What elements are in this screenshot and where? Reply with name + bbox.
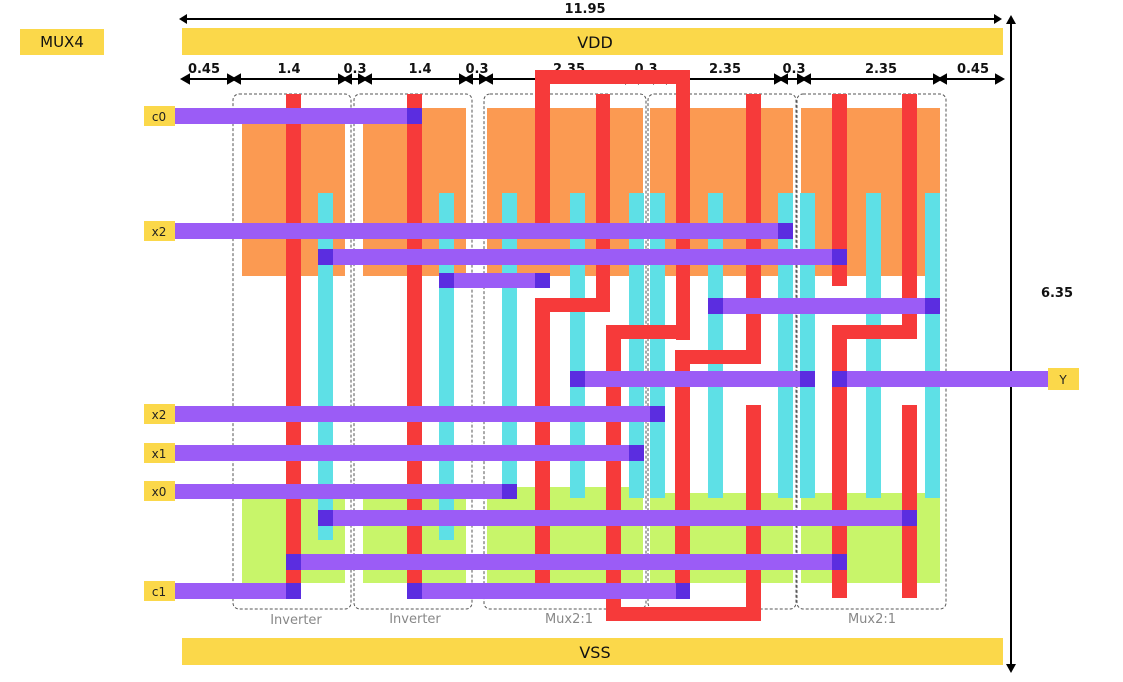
pin-x2-top	[144, 221, 175, 241]
pin-x1-label: x1	[152, 447, 167, 461]
pin-x0	[144, 481, 175, 501]
arrow-up-icon	[1006, 15, 1016, 24]
pin-c1	[144, 581, 175, 601]
segment-label-8: 2.35	[709, 62, 741, 77]
segment-label-1: 0.45	[188, 62, 220, 77]
vdd-rail	[182, 28, 1003, 55]
title-badge	[20, 29, 104, 55]
vss-label: VSS	[579, 643, 610, 662]
pin-x2-mid	[144, 404, 175, 424]
segment-label-5: 0.3	[465, 62, 488, 77]
pin-c1-label: c1	[152, 585, 166, 599]
title-label: MUX4	[40, 33, 84, 51]
cell-label-mux-3: Mux2:1	[848, 612, 896, 627]
total-width-label: 11.95	[564, 2, 605, 17]
segment-dimensions	[179, 73, 1006, 85]
pin-c0	[144, 106, 175, 126]
segment-label-11: 0.45	[957, 62, 989, 77]
contacts	[286, 108, 940, 599]
segment-label-3: 0.3	[343, 62, 366, 77]
metal-wires	[174, 108, 1048, 599]
segment-label-2: 1.4	[277, 62, 300, 77]
segment-label-9: 0.3	[782, 62, 805, 77]
arrow-left-icon	[179, 14, 187, 24]
pin-x2-mid-label: x2	[152, 408, 167, 422]
cell-label-mux-1: Mux2:1	[545, 612, 593, 627]
cell-label-inverter-1: Inverter	[270, 613, 322, 628]
pin-y-label: Y	[1058, 373, 1067, 387]
segment-label-10: 2.35	[865, 62, 897, 77]
pin-c0-label: c0	[152, 110, 166, 124]
pin-y	[1048, 368, 1079, 390]
segment-label-4: 1.4	[408, 62, 431, 77]
arrow-right-icon	[994, 14, 1002, 24]
vss-rail	[182, 638, 1003, 665]
pin-x1	[144, 443, 175, 463]
pin-x2-top-label: x2	[152, 225, 167, 239]
vdd-label: VDD	[577, 33, 613, 52]
cell-label-inverter-2: Inverter	[389, 612, 441, 627]
total-height-label: 6.35	[1041, 286, 1073, 301]
pin-x0-label: x0	[152, 485, 167, 499]
arrow-down-icon	[1006, 664, 1016, 673]
